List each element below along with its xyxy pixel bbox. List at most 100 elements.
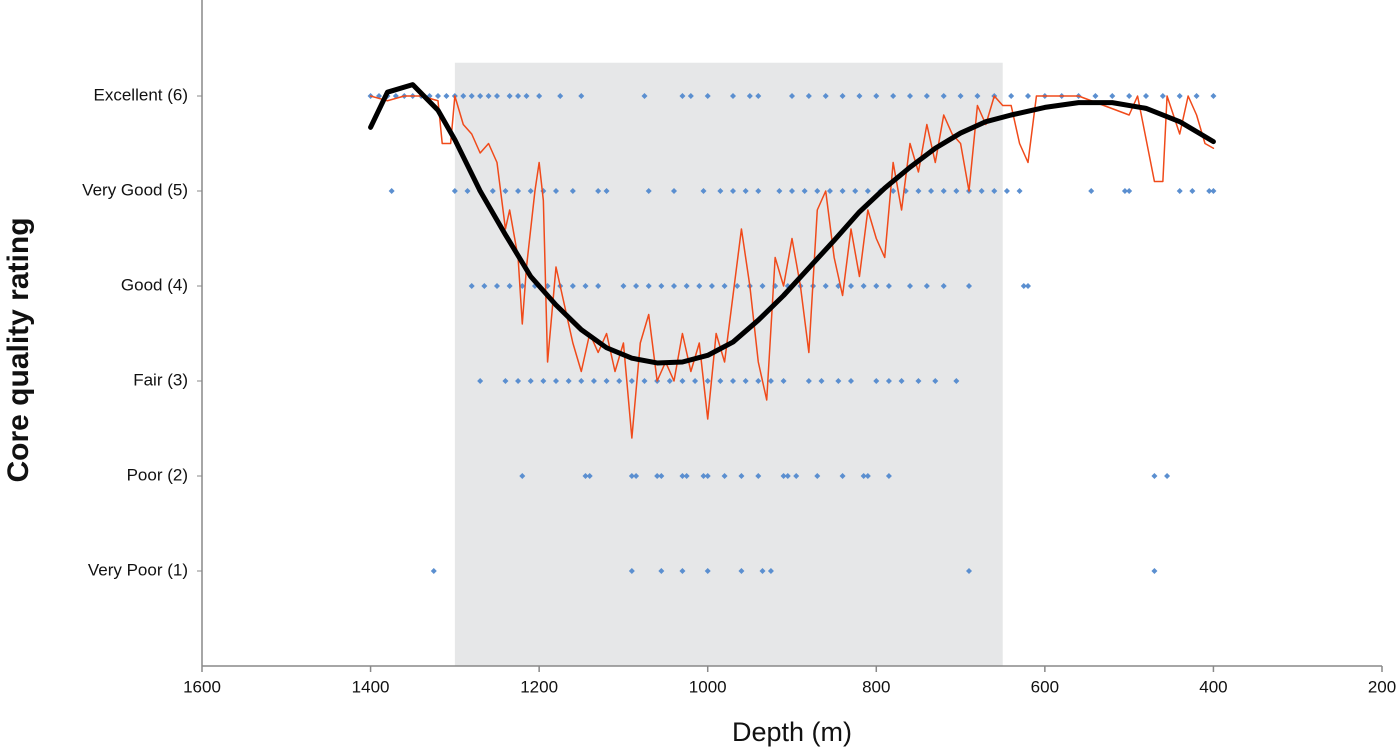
data-point bbox=[679, 473, 686, 479]
data-point bbox=[603, 378, 610, 384]
data-point bbox=[767, 568, 774, 574]
data-point bbox=[852, 188, 859, 194]
data-point bbox=[974, 93, 981, 99]
data-point bbox=[515, 188, 522, 194]
line bbox=[368, 82, 1216, 366]
data-point bbox=[860, 473, 867, 479]
data-point bbox=[620, 283, 627, 289]
x-tick-label: 1400 bbox=[352, 677, 390, 696]
data-point bbox=[603, 188, 610, 194]
data-point bbox=[759, 568, 766, 574]
data-point bbox=[586, 473, 593, 479]
data-point bbox=[527, 188, 534, 194]
data-point bbox=[730, 188, 736, 194]
data-point bbox=[793, 473, 800, 479]
data-point bbox=[915, 378, 922, 384]
data-point bbox=[890, 188, 897, 194]
data-point bbox=[506, 283, 513, 289]
data-point bbox=[628, 473, 635, 479]
x-tick-label: 600 bbox=[1031, 677, 1059, 696]
data-point bbox=[515, 93, 522, 99]
data-point bbox=[801, 188, 808, 194]
data-point bbox=[641, 378, 648, 384]
data-point bbox=[1206, 188, 1213, 194]
data-point bbox=[645, 283, 652, 289]
y-tick-label: Very Good (5) bbox=[82, 180, 188, 199]
data-point bbox=[578, 93, 585, 99]
data-point bbox=[848, 283, 854, 289]
shaded-region bbox=[454, 62, 1003, 666]
data-point bbox=[578, 378, 585, 384]
data-point bbox=[435, 93, 441, 99]
data-point bbox=[746, 93, 753, 99]
data-point bbox=[730, 378, 736, 384]
data-point bbox=[873, 93, 880, 99]
data-point bbox=[1151, 473, 1158, 479]
data-point bbox=[805, 378, 812, 384]
data-point bbox=[915, 188, 922, 194]
data-point bbox=[784, 473, 791, 479]
data-point bbox=[860, 283, 867, 289]
data-point bbox=[1020, 283, 1027, 289]
data-point bbox=[1159, 93, 1166, 99]
y-tick-label: Excellent (6) bbox=[94, 85, 188, 104]
data-point bbox=[940, 93, 947, 99]
data-point bbox=[1025, 283, 1031, 289]
x-tick-label: 400 bbox=[1199, 677, 1227, 696]
data-point bbox=[683, 283, 690, 289]
data-point bbox=[683, 473, 690, 479]
data-point bbox=[523, 93, 530, 99]
data-point bbox=[978, 188, 985, 194]
data-point bbox=[923, 283, 930, 289]
data-point bbox=[805, 93, 812, 99]
data-point bbox=[502, 378, 509, 384]
data-point bbox=[873, 283, 880, 289]
data-point bbox=[755, 188, 762, 194]
data-point bbox=[654, 473, 661, 479]
data-point bbox=[502, 188, 509, 194]
data-point bbox=[835, 378, 842, 384]
data-point bbox=[443, 93, 450, 99]
data-point bbox=[734, 283, 741, 289]
data-point bbox=[839, 473, 846, 479]
data-point bbox=[477, 378, 484, 384]
data-point bbox=[1143, 93, 1149, 99]
data-point bbox=[885, 283, 892, 289]
data-point bbox=[730, 93, 736, 99]
data-point bbox=[506, 93, 513, 99]
data-point bbox=[645, 188, 652, 194]
data-point bbox=[898, 378, 905, 384]
data-point bbox=[553, 188, 559, 194]
data-point bbox=[759, 283, 766, 289]
data-point bbox=[923, 93, 930, 99]
data-point bbox=[814, 188, 821, 194]
data-point bbox=[885, 473, 892, 479]
x-tick-label: 200 bbox=[1368, 677, 1396, 696]
data-point bbox=[468, 93, 475, 99]
x-tick-label: 800 bbox=[862, 677, 890, 696]
data-point bbox=[477, 93, 484, 99]
y-tick-label: Fair (3) bbox=[133, 370, 188, 389]
data-point bbox=[1210, 93, 1217, 99]
data-point bbox=[590, 378, 597, 384]
data-point bbox=[451, 188, 458, 194]
data-point bbox=[704, 378, 711, 384]
y-tick-label: Good (4) bbox=[121, 275, 188, 294]
data-point bbox=[1193, 93, 1200, 99]
data-point bbox=[818, 378, 825, 384]
data-point bbox=[1092, 93, 1099, 99]
data-point bbox=[704, 93, 711, 99]
data-point bbox=[789, 93, 795, 99]
data-point bbox=[582, 283, 589, 289]
data-point bbox=[885, 378, 892, 384]
data-point bbox=[519, 473, 526, 479]
data-point bbox=[557, 93, 564, 99]
data-point bbox=[704, 473, 711, 479]
data-point bbox=[494, 283, 500, 289]
data-point bbox=[1025, 93, 1031, 99]
data-point bbox=[848, 378, 854, 384]
data-point bbox=[953, 378, 960, 384]
data-point bbox=[755, 473, 762, 479]
data-point bbox=[826, 188, 833, 194]
